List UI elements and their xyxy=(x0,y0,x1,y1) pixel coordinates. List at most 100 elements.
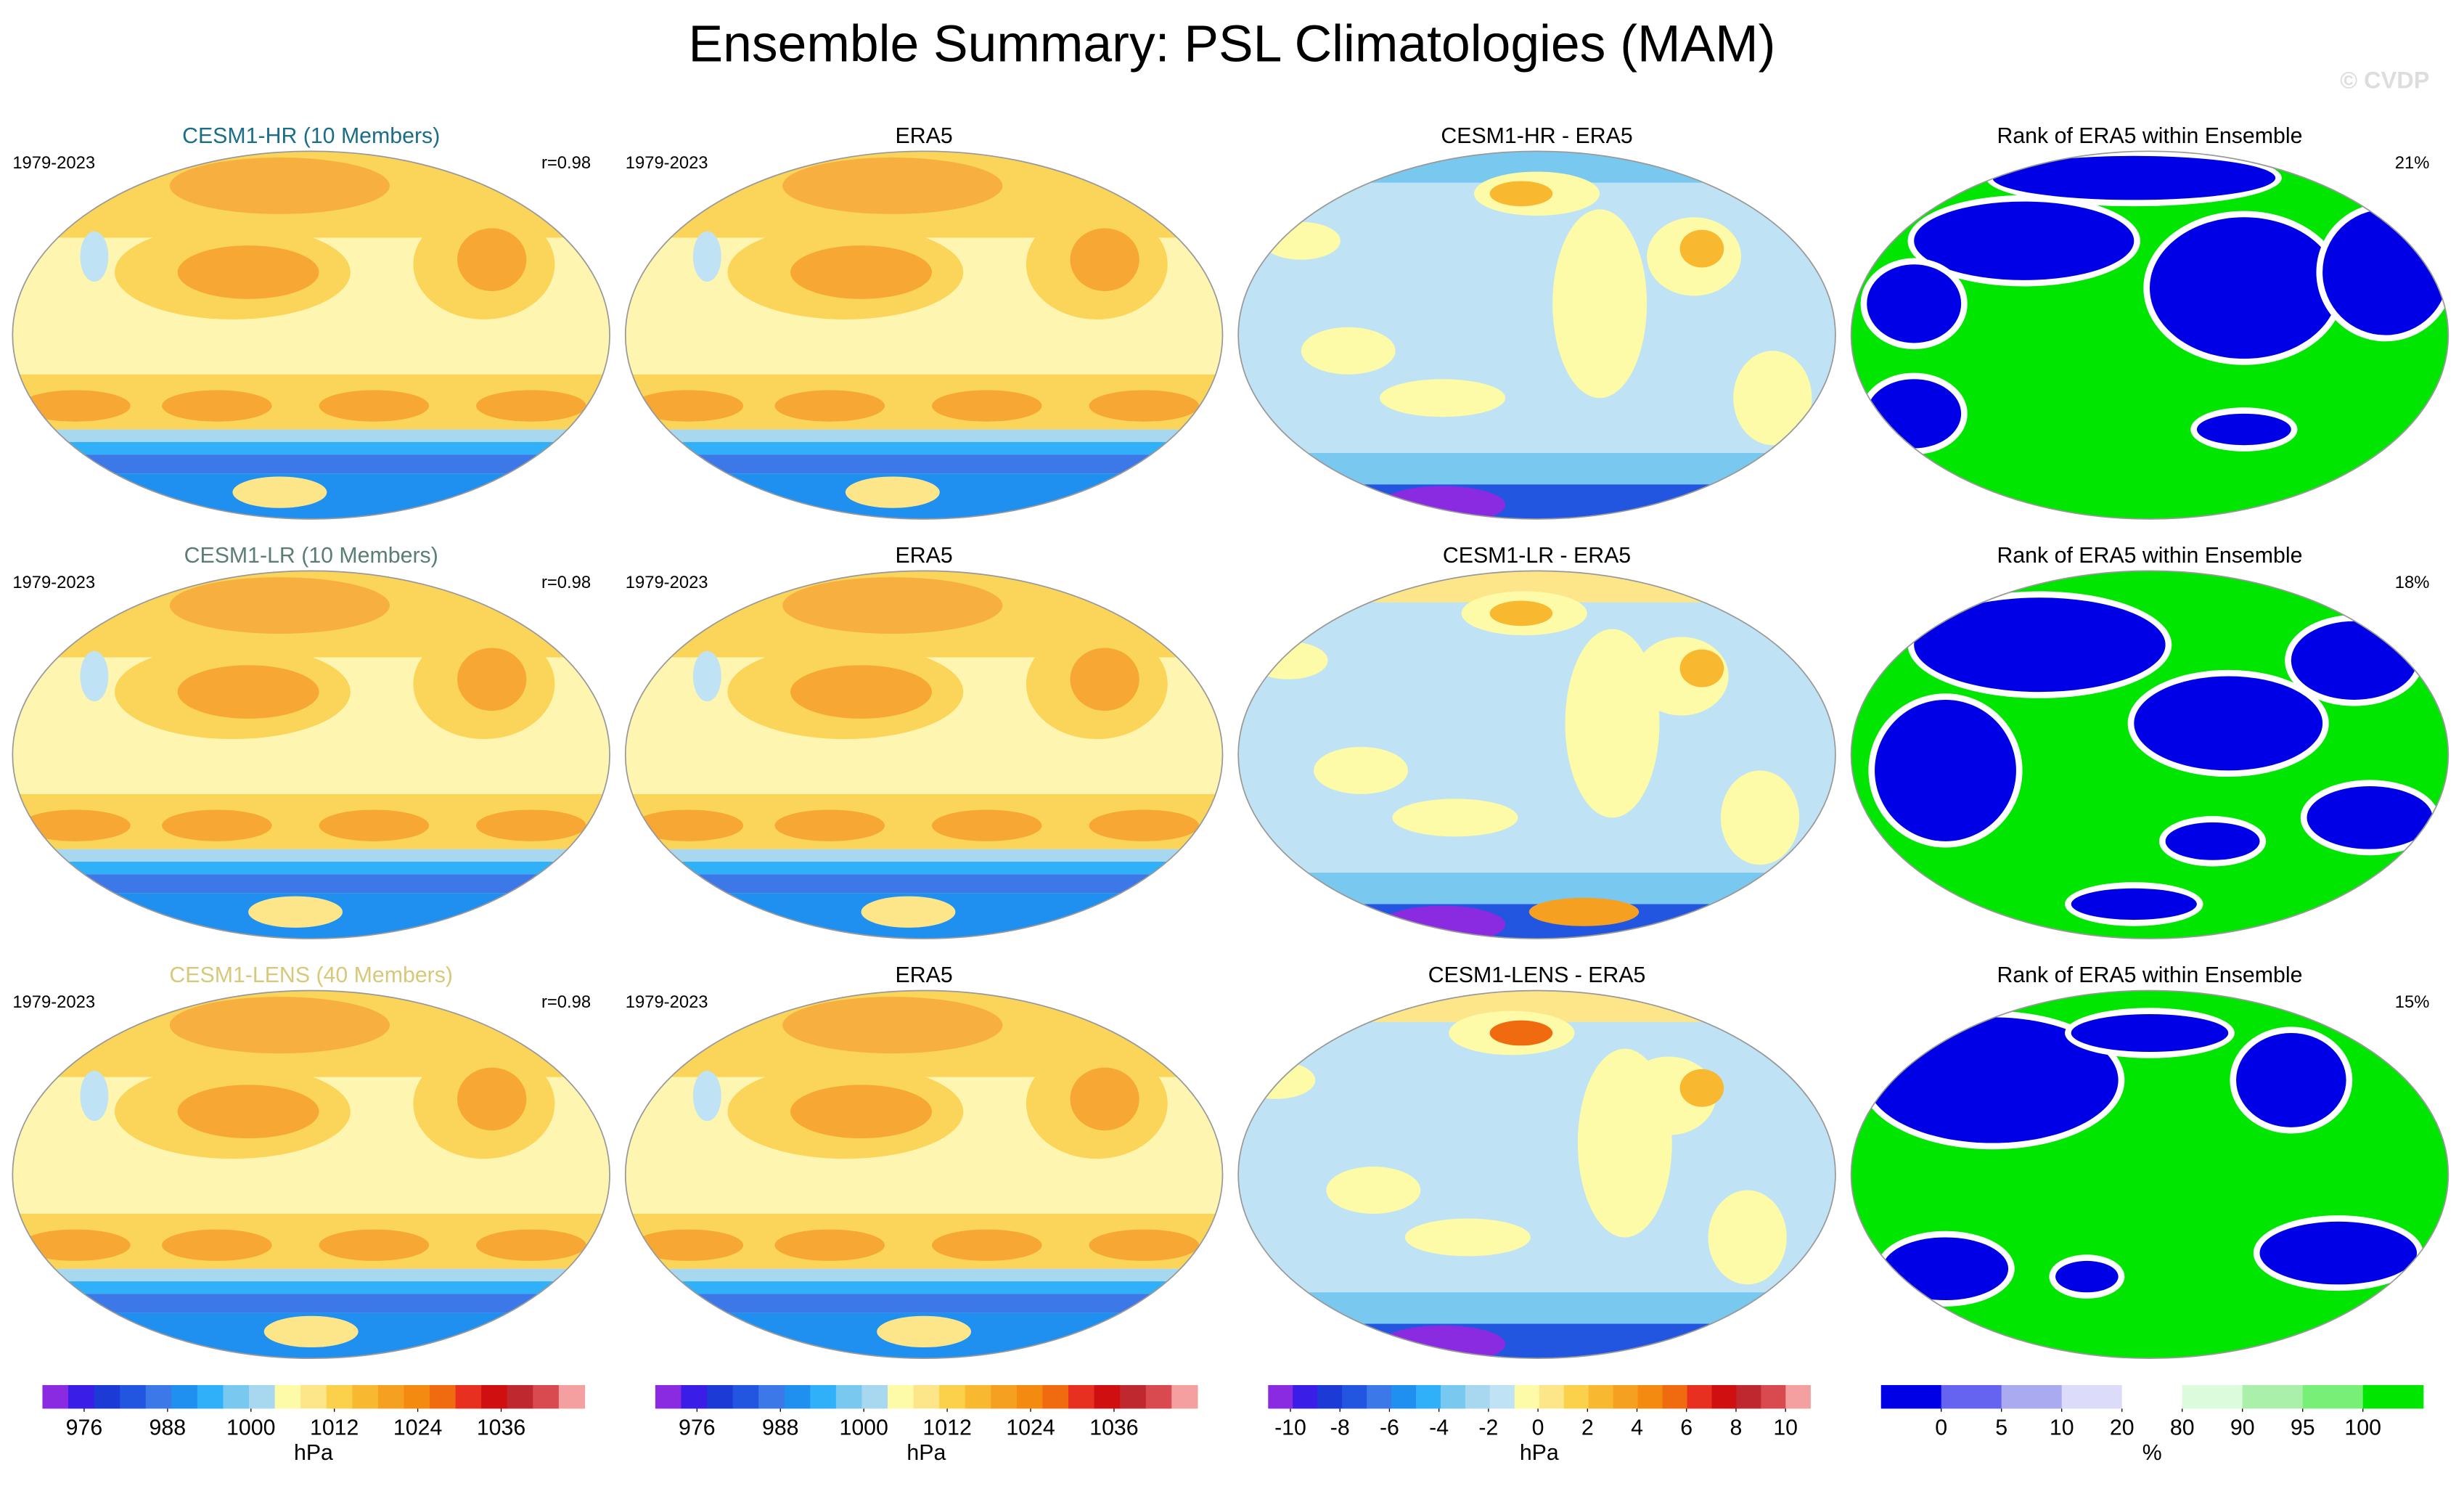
panel-title: CESM1-LR (10 Members) xyxy=(184,544,438,568)
map-field xyxy=(12,1294,610,1313)
colorbar-box xyxy=(1637,1384,1663,1409)
map xyxy=(1851,571,2449,939)
colorbar-box xyxy=(1588,1384,1614,1409)
map-field xyxy=(476,1229,586,1261)
colorbar-box xyxy=(991,1384,1018,1409)
colorbar-box xyxy=(1563,1384,1589,1409)
map-field xyxy=(177,245,319,299)
map-field xyxy=(20,1229,131,1261)
colorbar-box xyxy=(352,1384,379,1409)
map-field xyxy=(1404,1218,1531,1257)
colorbar-box xyxy=(732,1384,759,1409)
colorbar-box xyxy=(326,1384,353,1409)
colorbar-tick-label: 6 xyxy=(1680,1416,1693,1440)
map-field xyxy=(476,809,586,841)
map-field xyxy=(1914,597,2166,693)
colorbar-box xyxy=(404,1384,430,1409)
colorbar-box xyxy=(1342,1384,1367,1409)
map-field xyxy=(1867,264,1962,343)
map xyxy=(625,990,1223,1359)
colorbar-tick-label: 100 xyxy=(2344,1416,2381,1440)
colorbar-box xyxy=(377,1384,405,1409)
panel-stat: r=0.98 xyxy=(541,153,591,173)
colorbar-tick-label: 4 xyxy=(1631,1416,1643,1440)
map-field xyxy=(877,1315,972,1348)
colorbar-box xyxy=(2302,1384,2364,1409)
map-outline xyxy=(1237,989,1836,1360)
colorbar-box xyxy=(1613,1384,1639,1409)
map-field xyxy=(774,809,885,841)
colorbar-tick-label: -8 xyxy=(1330,1416,1350,1440)
map-field xyxy=(625,861,1223,875)
colorbar-tick-label: 976 xyxy=(66,1416,103,1440)
colorbar-box xyxy=(42,1384,69,1409)
colorbar-tick-label: 1000 xyxy=(839,1416,888,1440)
map-field xyxy=(625,441,1223,455)
colorbar-box xyxy=(1171,1384,1198,1409)
colorbar-tick-label: 5 xyxy=(1995,1416,2007,1440)
panel-title: CESM1-LENS - ERA5 xyxy=(1428,963,1646,987)
map-field xyxy=(625,849,1223,862)
map-field xyxy=(248,896,343,928)
map-field xyxy=(790,1085,932,1139)
panel-title: ERA5 xyxy=(896,544,953,568)
panel-period: 1979-2023 xyxy=(12,573,95,592)
colorbar-tick-label: 1012 xyxy=(310,1416,359,1440)
colorbar-tick-label: 1000 xyxy=(226,1416,275,1440)
colorbar-tick-label: 1024 xyxy=(393,1416,442,1440)
colorbar-box xyxy=(1416,1384,1441,1409)
panel-stat: 21% xyxy=(2395,153,2430,173)
colorbar-box xyxy=(2121,1384,2183,1409)
map-field xyxy=(625,429,1223,442)
map-field xyxy=(80,1070,109,1122)
panel-title: CESM1-LENS (40 Members) xyxy=(169,963,453,987)
colorbar-tick-label: 10 xyxy=(2050,1416,2074,1440)
colorbar-box xyxy=(1711,1384,1738,1409)
map-field xyxy=(625,454,1223,474)
map xyxy=(625,151,1223,519)
map-field xyxy=(169,997,390,1054)
map-field xyxy=(162,809,272,841)
colorbar-tick-label: 8 xyxy=(1730,1416,1743,1440)
map-field xyxy=(774,1229,885,1261)
colorbar-box xyxy=(913,1384,940,1409)
map-field xyxy=(1070,228,1139,292)
map-field xyxy=(774,390,885,422)
map xyxy=(12,990,610,1359)
map-field xyxy=(692,650,721,702)
colorbar-box xyxy=(655,1384,682,1409)
colorbar-tick-label: 1012 xyxy=(922,1416,971,1440)
panel-stat: r=0.98 xyxy=(541,573,591,592)
colorbar-unit: hPa xyxy=(294,1441,333,1465)
map-field xyxy=(177,1085,319,1139)
panel-title: Rank of ERA5 within Ensemble xyxy=(1997,963,2302,987)
colorbar-box xyxy=(810,1384,837,1409)
colorbar-box xyxy=(681,1384,708,1409)
colorbar-box xyxy=(758,1384,785,1409)
colorbar-box xyxy=(1662,1384,1688,1409)
panel-title: Rank of ERA5 within Ensemble xyxy=(1997,124,2302,148)
colorbar-box xyxy=(965,1384,991,1409)
map-field xyxy=(12,1281,610,1294)
colorbar-box xyxy=(1016,1384,1044,1409)
map-field xyxy=(457,648,527,711)
colorbar-box xyxy=(1489,1384,1515,1409)
map-field xyxy=(1089,809,1200,841)
colorbar-box xyxy=(1068,1384,1095,1409)
map xyxy=(12,151,610,519)
map-outline xyxy=(624,150,1224,520)
map-field xyxy=(845,476,940,508)
colorbar-box xyxy=(145,1384,172,1409)
map-field xyxy=(232,476,327,508)
panel-period: 1979-2023 xyxy=(626,153,708,173)
colorbar-tick-label: 1036 xyxy=(1089,1416,1138,1440)
panel-stat: 18% xyxy=(2395,573,2430,592)
colorbar-box xyxy=(1514,1384,1540,1409)
colorbar-box xyxy=(2061,1384,2123,1409)
map-field xyxy=(1089,390,1200,422)
figure-title: Ensemble Summary: PSL Climatologies (MAM… xyxy=(689,15,1776,73)
map-field xyxy=(633,809,744,841)
colorbar-tick-label: 10 xyxy=(1773,1416,1798,1440)
colorbar-box xyxy=(120,1384,147,1409)
